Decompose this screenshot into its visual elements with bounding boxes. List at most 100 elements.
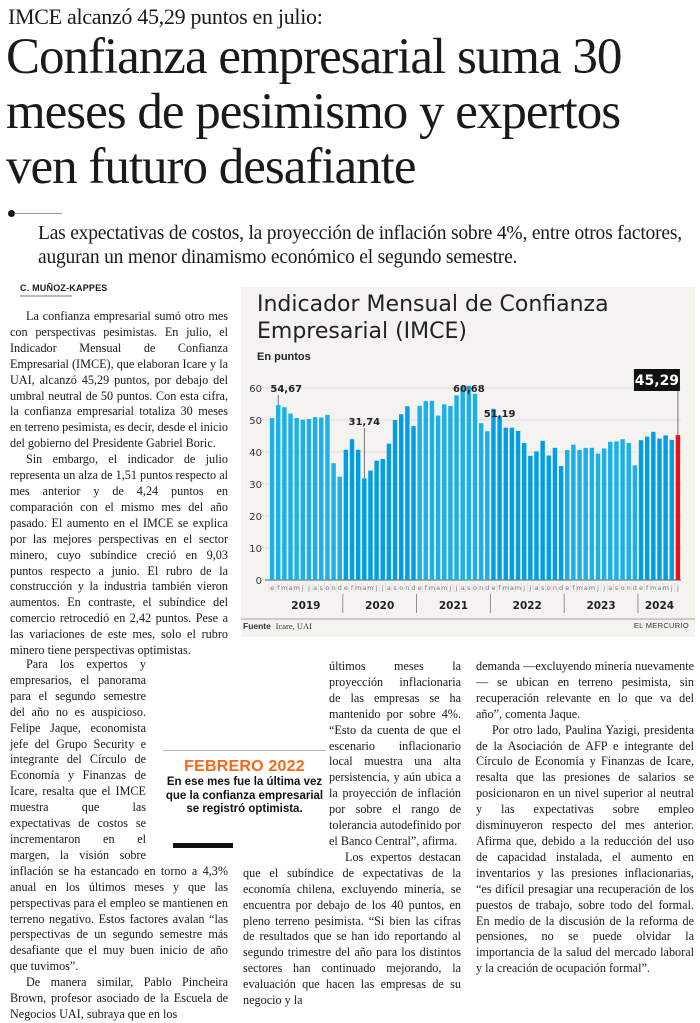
x-tick-label: j: [381, 584, 384, 592]
bar: [349, 439, 355, 580]
x-tick-label: m: [355, 584, 361, 592]
year-label: 2020: [365, 600, 394, 612]
annotation-label: 60,68: [453, 384, 485, 395]
paragraph: Sin embargo, el indicador de julio repre…: [10, 452, 228, 658]
bar: [589, 447, 595, 580]
x-tick-label: n: [479, 584, 483, 592]
x-tick-label: s: [467, 584, 471, 592]
bullet-dot-icon: [8, 210, 15, 217]
divider: [14, 213, 62, 214]
bar: [319, 417, 324, 580]
bar: [386, 443, 392, 580]
x-tick-label: m: [441, 584, 447, 592]
bar: [269, 418, 275, 580]
bar: [343, 449, 349, 580]
x-tick-label: j: [455, 584, 458, 592]
y-tick-label: 40: [249, 448, 262, 459]
y-tick-label: 50: [249, 416, 262, 427]
annotation-label: 51,19: [484, 409, 516, 420]
x-tick-label: e: [418, 584, 422, 592]
x-tick-label: j: [522, 584, 525, 592]
source-text: Icare, UAI: [275, 621, 312, 631]
y-tick-label: 10: [249, 544, 262, 555]
x-tick-label: a: [313, 584, 317, 592]
bar: [362, 478, 367, 580]
x-tick-label: d: [559, 584, 563, 592]
x-tick-label: s: [541, 584, 545, 592]
x-tick-label: s: [615, 584, 619, 592]
headline: Confianza empresarial suma 30 meses de p…: [6, 29, 622, 195]
bar: [663, 435, 668, 580]
bar: [429, 400, 435, 580]
callout-bar: [173, 843, 233, 848]
x-tick-label: a: [387, 584, 391, 592]
bar: [355, 449, 361, 580]
paragraph: Para los expertos y empresarios, el pano…: [10, 657, 228, 974]
article-column-3: demanda —excluyendo minería nuevamente— …: [476, 659, 694, 977]
bar: [448, 405, 453, 580]
x-tick-label: j: [602, 584, 605, 592]
x-tick-label: d: [411, 584, 415, 592]
paragraph: De manera similar, Pablo Pincheira Brown…: [10, 975, 228, 1021]
x-tick-label: f: [498, 584, 501, 592]
bar: [583, 447, 588, 580]
x-tick-label: m: [503, 584, 509, 592]
x-tick-label: a: [362, 584, 366, 592]
deck: Las expectativas de costos, la proyecció…: [38, 223, 682, 268]
bar: [528, 455, 533, 580]
bar: [558, 466, 564, 580]
bar: [614, 441, 619, 580]
x-tick-label: a: [461, 584, 465, 592]
x-tick-label: a: [584, 584, 588, 592]
bar: [515, 430, 521, 580]
paragraph: demanda —excluyendo minería nuevamente— …: [476, 659, 694, 721]
bar: [411, 426, 416, 580]
x-tick-label: f: [425, 584, 428, 592]
bar: [626, 443, 631, 580]
bar: [491, 408, 496, 580]
bar: [288, 413, 293, 580]
x-tick-label: m: [662, 584, 668, 592]
x-tick-label: o: [325, 584, 329, 592]
bar: [503, 427, 508, 580]
bar: [595, 453, 601, 580]
bar: [478, 423, 484, 580]
x-tick-label: a: [657, 584, 661, 592]
callout-text: En ese mes fue la última vez que la conf…: [165, 776, 324, 815]
bar: [276, 405, 281, 580]
x-tick-label: a: [608, 584, 612, 592]
bar: [423, 401, 429, 580]
x-tick-label: o: [547, 584, 551, 592]
x-tick-label: j: [307, 584, 310, 592]
y-tick-label: 60: [249, 384, 262, 395]
x-tick-label: o: [473, 584, 477, 592]
article-column-2: últimos meses la proyección inflacionari…: [243, 659, 461, 1009]
bar: [454, 395, 459, 580]
x-tick-label: m: [429, 584, 435, 592]
annotation-box: [633, 369, 680, 391]
article-column-1-continued: Para los expertos y empresarios, el pano…: [10, 657, 228, 1023]
bar: [442, 404, 447, 580]
year-label: 2019: [291, 600, 320, 612]
bar: [300, 419, 306, 580]
x-tick-label: e: [344, 584, 348, 592]
x-tick-label: j: [596, 584, 599, 592]
bar: [368, 470, 373, 580]
annotation-label: 54,67: [270, 384, 302, 395]
x-tick-label: m: [293, 584, 299, 592]
paragraph: Por otro lado, Paulina Yazigi, president…: [476, 722, 694, 976]
x-tick-label: o: [399, 584, 403, 592]
y-tick-label: 0: [256, 576, 262, 587]
x-tick-label: o: [621, 584, 625, 592]
bar: [325, 414, 330, 580]
x-tick-label: f: [351, 584, 354, 592]
x-tick-label: a: [289, 584, 293, 592]
bar: [675, 435, 681, 580]
x-tick-label: m: [650, 584, 656, 592]
bar: [546, 455, 552, 580]
year-label: 2022: [513, 600, 542, 612]
x-tick-label: m: [576, 584, 582, 592]
x-tick-label: n: [627, 584, 631, 592]
bar: [417, 405, 422, 580]
x-tick-label: n: [553, 584, 557, 592]
